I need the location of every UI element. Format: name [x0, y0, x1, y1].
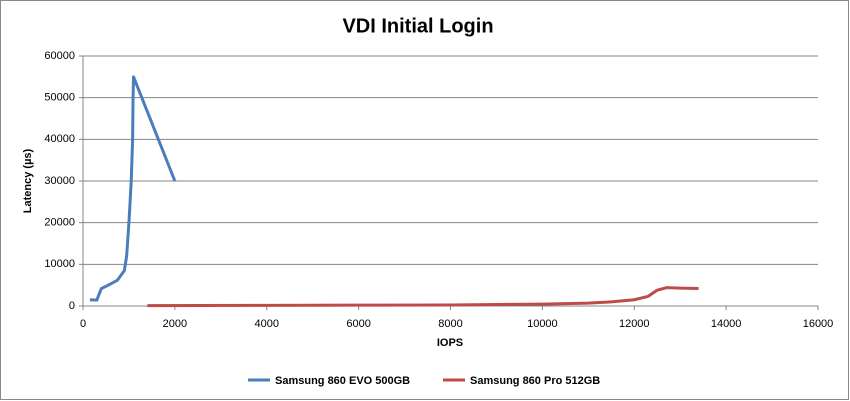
y-axis-label: Latency (µs)	[22, 148, 34, 213]
x-tick-label: 4000	[255, 318, 279, 330]
y-tick-label: 40000	[44, 133, 75, 145]
y-tick-label: 30000	[44, 175, 75, 187]
x-tick-label: 12000	[619, 318, 650, 330]
y-tick-label: 10000	[44, 258, 75, 270]
x-axis-label: IOPS	[437, 337, 463, 349]
y-tick-label: 20000	[44, 217, 75, 229]
chart-title: VDI Initial Login	[342, 15, 493, 37]
x-tick-label: 6000	[346, 318, 370, 330]
series-line	[89, 75, 177, 302]
y-tick-label: 50000	[44, 92, 75, 104]
x-tick-label: 2000	[163, 318, 187, 330]
x-tick-label: 16000	[803, 318, 834, 330]
x-tick-label: 0	[80, 318, 86, 330]
x-tick-label: 14000	[711, 318, 742, 330]
legend-label: Samsung 860 Pro 512GB	[470, 375, 600, 387]
y-tick-label: 60000	[44, 50, 75, 62]
x-tick-label: 8000	[438, 318, 462, 330]
legend-label: Samsung 860 EVO 500GB	[275, 375, 410, 387]
x-tick-label: 10000	[527, 318, 558, 330]
y-tick-label: 0	[69, 300, 75, 312]
series-line	[147, 286, 699, 308]
